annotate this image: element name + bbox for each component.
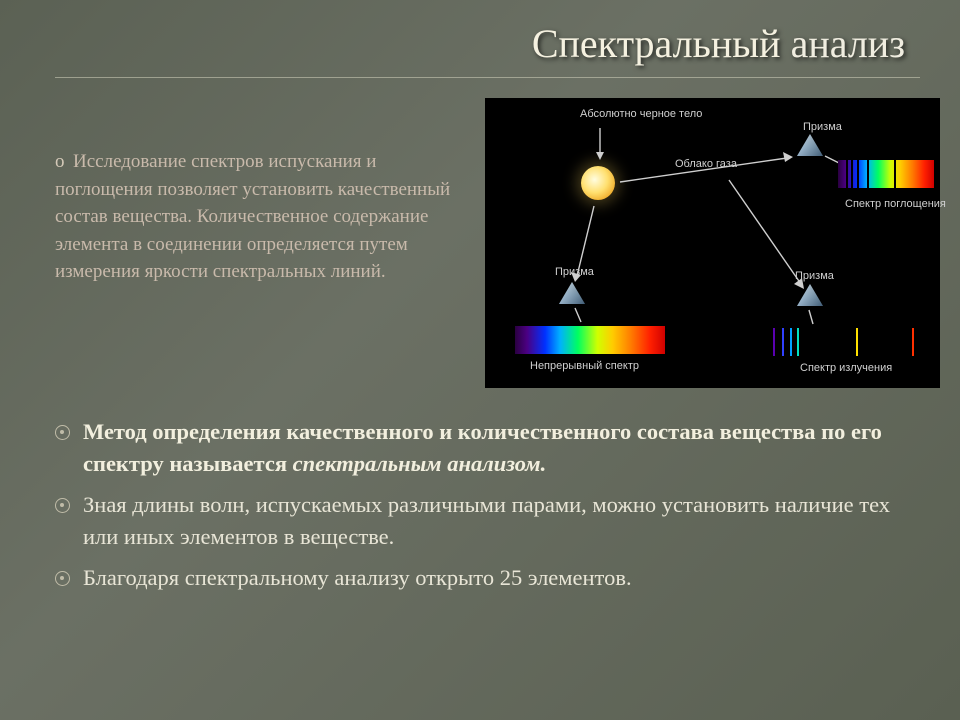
bullet-icon <box>55 416 83 479</box>
bullet-list: Метод определения качественного и количе… <box>55 416 920 594</box>
absorption-spectrum <box>838 160 934 188</box>
bullet-1-emph: спектральным анализом. <box>293 451 547 476</box>
intro-text: Исследование спектров испускания и погло… <box>55 151 450 282</box>
bullet-2-text: Зная длины волн, испускаемых различными … <box>83 489 920 552</box>
bullet-1-text: Метод определения качественного и количе… <box>83 416 920 479</box>
title-word-1: Спектральный <box>532 21 781 66</box>
list-item: Благодаря спектральному анализу открыто … <box>55 562 920 594</box>
continuous-spectrum <box>515 326 665 354</box>
page-title: Спектральный анализ <box>55 20 920 67</box>
list-item: Зная длины волн, испускаемых различными … <box>55 489 920 552</box>
emission-spectrum <box>761 328 933 356</box>
title-word-2: анализ <box>791 21 905 66</box>
spectrum-diagram: Абсолютно черное тело Облако газа Призма… <box>485 98 940 388</box>
continuous-rainbow <box>515 326 665 354</box>
bullet-mark-small: o <box>55 148 73 176</box>
list-item: Метод определения качественного и количе… <box>55 416 920 479</box>
absorption-lines <box>838 160 934 188</box>
slide: Спектральный анализ oИсследование спектр… <box>0 0 960 720</box>
bullet-icon <box>55 489 83 552</box>
title-divider <box>55 77 920 78</box>
bullet-3-text: Благодаря спектральному анализу открыто … <box>83 562 632 594</box>
intro-paragraph: oИсследование спектров испускания и погл… <box>55 98 470 286</box>
top-row: oИсследование спектров испускания и погл… <box>55 98 920 388</box>
bullet-icon <box>55 562 83 594</box>
